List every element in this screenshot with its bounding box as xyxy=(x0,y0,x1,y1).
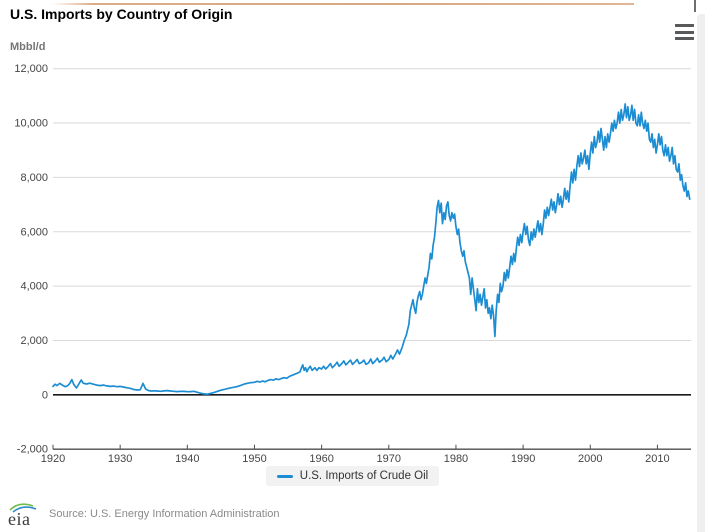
x-axis-label: 2010 xyxy=(645,453,669,465)
x-axis-label: 1970 xyxy=(377,453,401,465)
legend-line-swatch xyxy=(276,474,293,478)
hamburger-menu-icon[interactable] xyxy=(675,24,695,40)
footer: eia Source: U.S. Energy Information Admi… xyxy=(8,500,280,530)
x-axis-label: 1960 xyxy=(309,453,333,465)
x-axis-label: 1920 xyxy=(41,453,65,465)
eia-logo-text: eia xyxy=(8,509,31,529)
y-axis-label: 2,000 xyxy=(20,335,48,347)
scrollbar-track[interactable] xyxy=(697,14,705,532)
page-title: U.S. Imports by Country of Origin xyxy=(10,6,233,22)
menu-bar xyxy=(675,37,694,40)
x-axis-label: 1980 xyxy=(444,453,468,465)
y-axis-label: 12,000 xyxy=(14,63,48,75)
top-accent-line xyxy=(52,3,634,5)
eia-logo: eia xyxy=(8,502,40,528)
x-axis-label: 1930 xyxy=(108,453,132,465)
y-axis-label: 0 xyxy=(42,389,48,401)
legend-item-crude-oil[interactable]: U.S. Imports of Crude Oil xyxy=(265,466,440,486)
y-axis-unit-label: Mbbl/d xyxy=(10,41,46,53)
y-axis-label: 10,000 xyxy=(14,118,48,130)
legend-label: U.S. Imports of Crude Oil xyxy=(299,470,429,482)
source-text: Source: U.S. Energy Information Administ… xyxy=(49,508,280,520)
menu-bar xyxy=(675,24,694,27)
y-axis-label: -2,000 xyxy=(17,444,48,456)
y-axis-label: 4,000 xyxy=(20,281,48,293)
x-axis-label: 2000 xyxy=(578,453,602,465)
menu-bar xyxy=(675,30,694,34)
scrollbar-thumb[interactable] xyxy=(694,0,696,12)
legend-row: U.S. Imports of Crude Oil xyxy=(0,466,705,486)
y-axis-label: 6,000 xyxy=(20,226,48,238)
line-chart: 12,00010,0008,0006,0004,0002,0000-2,0001… xyxy=(14,63,691,465)
x-axis-label: 1950 xyxy=(242,453,266,465)
eia-swoosh-icon xyxy=(9,503,37,513)
x-axis-label: 1940 xyxy=(175,453,199,465)
x-axis-label: 1990 xyxy=(511,453,535,465)
y-axis-label: 8,000 xyxy=(20,172,48,184)
series-line xyxy=(52,103,691,396)
